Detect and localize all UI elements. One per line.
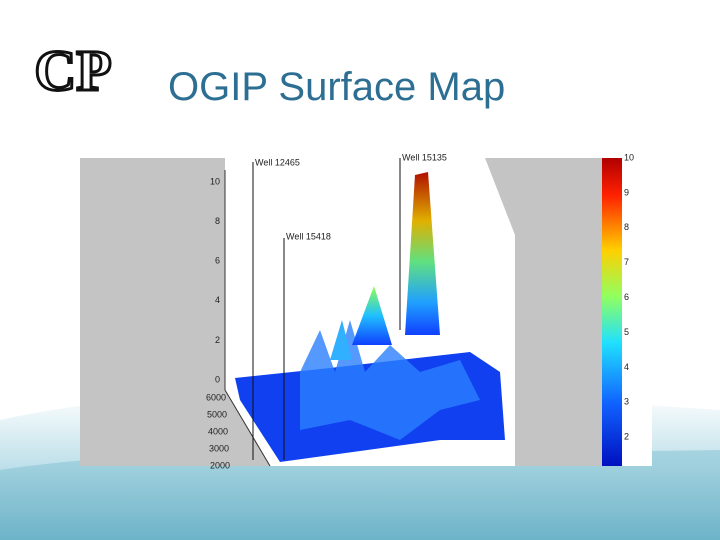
y-tick-label: 4000 [208,426,228,436]
colorbar-tick-label: 4 [624,362,629,372]
colorbar-label-area [622,158,652,466]
colorbar-tick-label: 10 [624,152,634,162]
y-tick-label: 2000 [210,460,230,470]
surface-peak [405,172,440,335]
logo: CP [33,30,113,105]
z-tick-label: 6 [215,256,220,266]
colorbar [602,158,622,466]
surface-peak [330,320,352,360]
well-label: Well 15135 [402,152,447,162]
y-tick-label: 6000 [206,392,226,402]
colorbar-tick-label: 8 [624,222,629,232]
colorbar-tick-label: 5 [624,327,629,337]
y-axis [224,389,271,467]
colorbar-tick-label: 6 [624,292,629,302]
well-label: Well 12465 [255,157,300,167]
well-label: Well 15418 [286,231,331,241]
background-wave [0,450,720,540]
surface-peak [352,286,392,345]
colorbar-tick-label: 3 [624,397,629,407]
z-tick-label: 8 [215,216,220,226]
colorbar-tick-label: 9 [624,187,629,197]
z-tick-label: 2 [215,335,220,345]
surface-figure [80,158,652,467]
logo-box [40,30,106,102]
logo-text: CP [34,38,111,103]
y-tick-label: 5000 [207,409,227,419]
colorbar-tick-label: 2 [624,432,629,442]
z-tick-label: 0 [215,374,220,384]
z-tick-label: 10 [210,176,220,186]
y-tick-label: 3000 [209,443,229,453]
slide-title: OGIP Surface Map [168,65,505,109]
z-tick-label: 4 [215,295,220,305]
colorbar-tick-label: 7 [624,257,629,267]
